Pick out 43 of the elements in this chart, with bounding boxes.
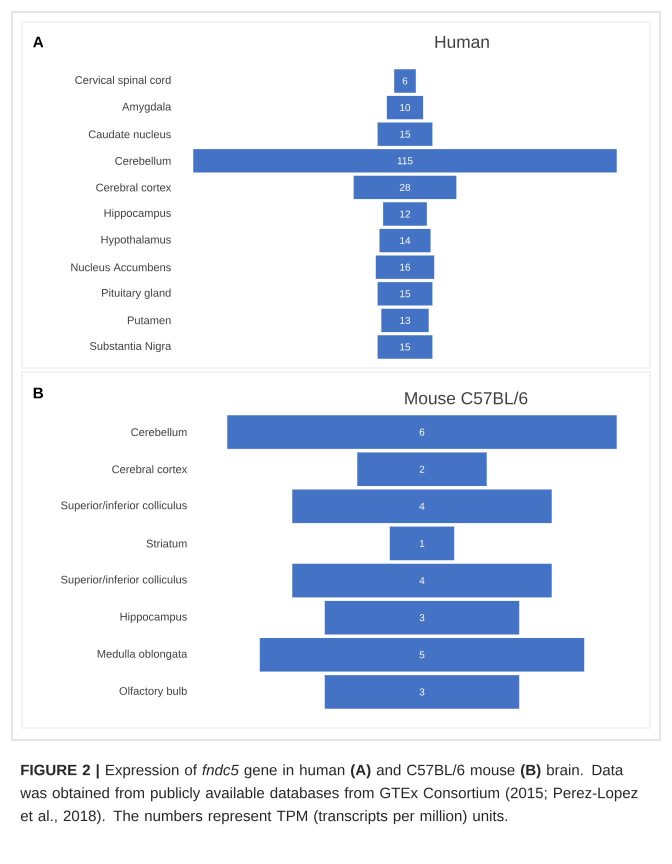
category-label: Cerebral cortex <box>112 465 188 474</box>
data-label: 5 <box>420 651 424 658</box>
category-label: Olfactory bulb <box>120 686 187 698</box>
data-label: 3 <box>420 688 424 696</box>
category-label: Cerebellum <box>115 156 171 165</box>
data-label: 13 <box>400 316 410 324</box>
category-label: Nucleus Accumbens <box>71 263 171 272</box>
data-label: 6 <box>420 428 424 436</box>
category-label: Hypothalamus <box>101 235 171 246</box>
data-label: 16 <box>400 264 410 271</box>
data-label: 15 <box>400 344 410 350</box>
category-label: Superior/inferior colliculus <box>61 501 187 512</box>
data-label: 4 <box>419 502 424 510</box>
data-label: 14 <box>400 237 410 244</box>
category-label: Cerebellum <box>131 428 187 436</box>
category-label: Hippocampus <box>104 208 171 220</box>
data-label: 4 <box>419 577 424 584</box>
data-label: 15 <box>400 290 410 298</box>
data-label: 15 <box>400 130 410 138</box>
text: B <box>34 388 44 398</box>
text: FIGURE 2 | Expression of fndc5 gene in human (A) and C57BL/6 mouse (B) brain. Data was obtained from publicly available databases from GTEx Consortium (2015; Perez-Lopez et al., 2018). The numbers represent TPM (transcripts per million) units. <box>20 764 638 824</box>
category-label: Caudate nucleus <box>88 130 171 138</box>
data-label: 2 <box>420 466 424 473</box>
data-label: 28 <box>400 184 410 191</box>
data-label: 3 <box>420 614 424 622</box>
data-label: 6 <box>402 77 408 85</box>
category-label: Cerebral cortex <box>96 183 172 192</box>
data-label: 115 <box>398 157 413 164</box>
text: Human <box>435 36 489 48</box>
category-label: Substantia Nigra <box>90 342 172 352</box>
category-label: Hippocampus <box>120 612 187 623</box>
text: Mouse C57BL/6 <box>405 392 528 404</box>
category-label: Pituitary gland <box>102 288 171 299</box>
category-label: Putamen <box>128 316 171 324</box>
category-label: Medulla oblongata <box>98 650 188 660</box>
category-label: Striatum <box>146 539 187 548</box>
category-label: Amygdala <box>122 102 172 113</box>
text: A <box>33 36 44 48</box>
category-label: Superior/inferior colliculus <box>61 575 187 586</box>
data-label: 1 <box>420 540 424 547</box>
category-label: Cervical spinal cord <box>75 76 171 86</box>
data-label: 12 <box>400 210 410 218</box>
data-label: 10 <box>400 104 410 112</box>
